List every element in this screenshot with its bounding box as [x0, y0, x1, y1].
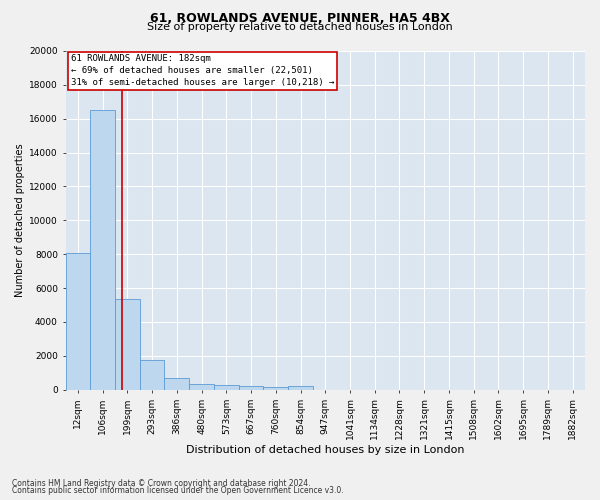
Bar: [189, 384, 214, 390]
Bar: [239, 386, 263, 390]
Bar: [115, 299, 140, 390]
Text: Contains HM Land Registry data © Crown copyright and database right 2024.: Contains HM Land Registry data © Crown c…: [12, 478, 311, 488]
Bar: [263, 386, 288, 390]
Bar: [140, 360, 164, 390]
Bar: [90, 110, 115, 390]
Bar: [164, 378, 189, 390]
Bar: [288, 386, 313, 390]
Bar: [65, 252, 90, 390]
Text: Contains public sector information licensed under the Open Government Licence v3: Contains public sector information licen…: [12, 486, 344, 495]
Bar: [214, 385, 239, 390]
Y-axis label: Number of detached properties: Number of detached properties: [15, 144, 25, 297]
Text: 61 ROWLANDS AVENUE: 182sqm
← 69% of detached houses are smaller (22,501)
31% of : 61 ROWLANDS AVENUE: 182sqm ← 69% of deta…: [71, 54, 334, 87]
Text: 61, ROWLANDS AVENUE, PINNER, HA5 4BX: 61, ROWLANDS AVENUE, PINNER, HA5 4BX: [150, 12, 450, 26]
Text: Size of property relative to detached houses in London: Size of property relative to detached ho…: [147, 22, 453, 32]
X-axis label: Distribution of detached houses by size in London: Distribution of detached houses by size …: [186, 445, 464, 455]
